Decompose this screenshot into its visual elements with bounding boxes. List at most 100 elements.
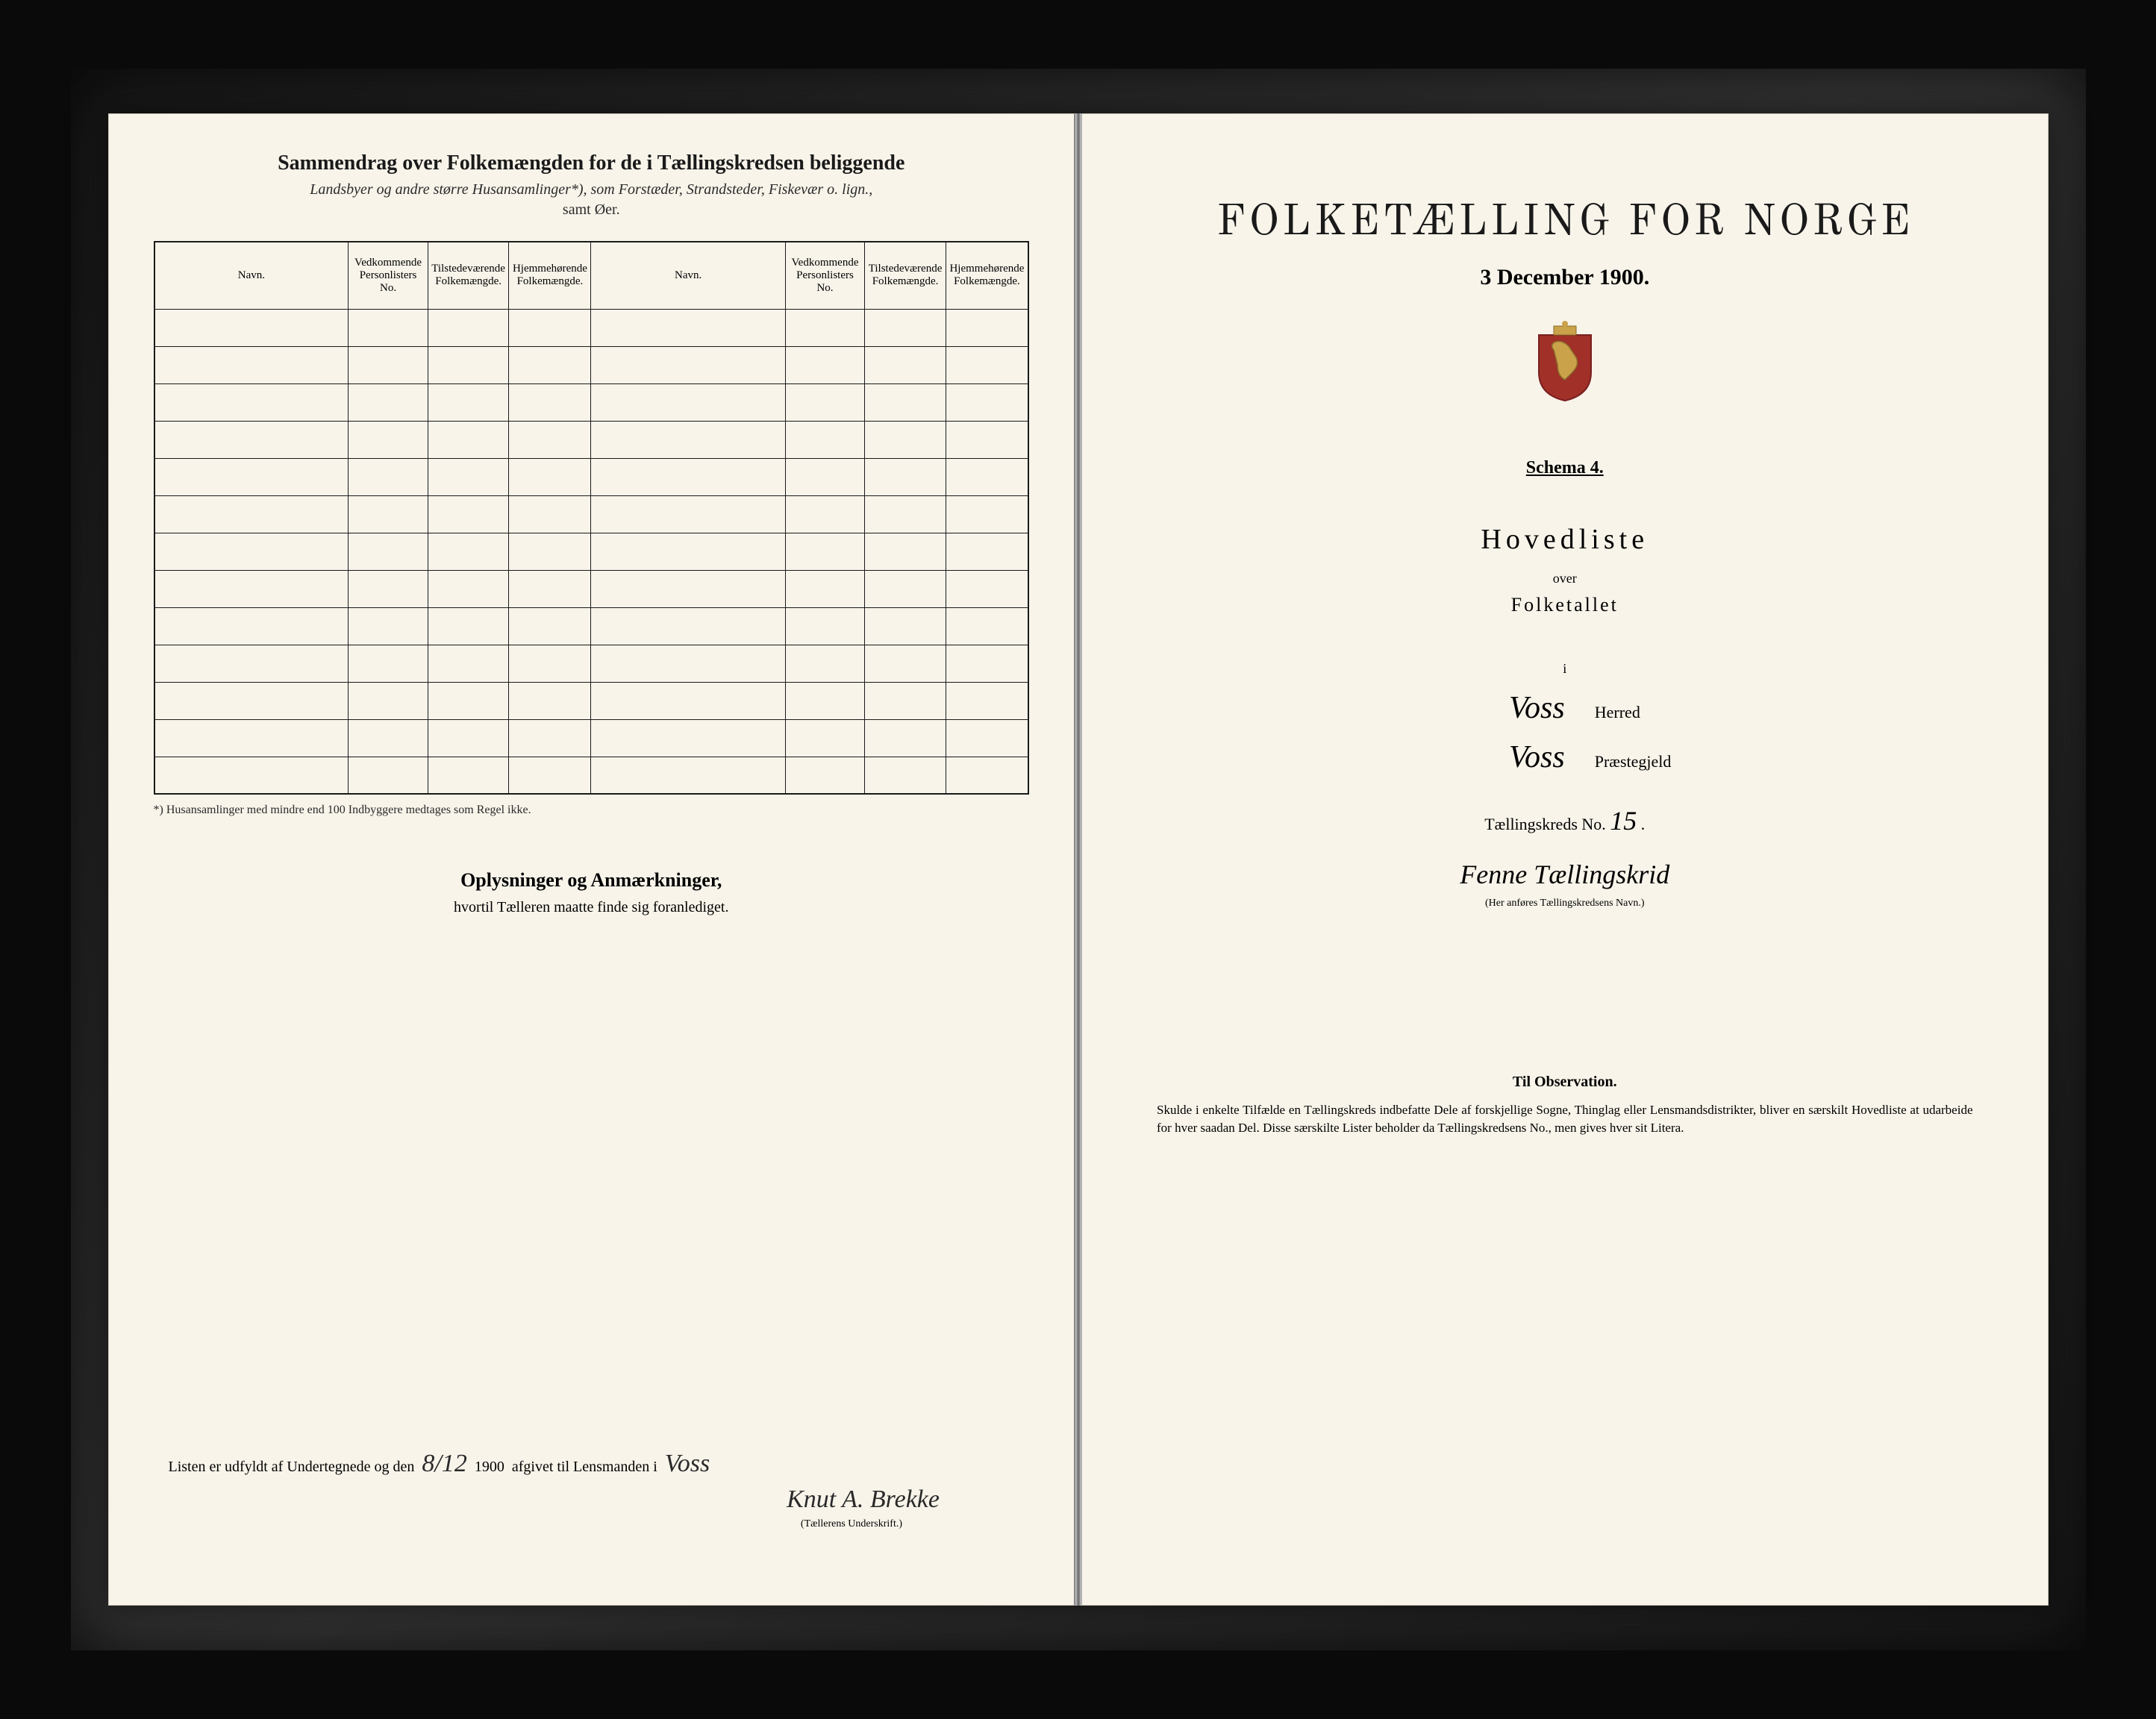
table-cell	[154, 757, 349, 794]
signature-line: Listen er udfyldt af Undertegnede og den…	[169, 1450, 1015, 1478]
book-spine	[1075, 113, 1081, 1606]
table-cell	[946, 682, 1028, 719]
table-cell	[428, 495, 509, 533]
table-cell	[865, 757, 946, 794]
hovedliste: Hovedliste	[1127, 523, 2003, 556]
table-cell	[591, 421, 785, 458]
table-cell	[349, 645, 428, 682]
table-cell	[865, 682, 946, 719]
left-page: Sammendrag over Folkemængden for de i Tæ…	[108, 113, 1076, 1606]
table-cell	[349, 533, 428, 570]
book-spread: Sammendrag over Folkemængden for de i Tæ…	[108, 113, 2049, 1606]
table-cell	[785, 757, 864, 794]
table-cell	[428, 570, 509, 607]
table-cell	[154, 570, 349, 607]
table-cell	[428, 533, 509, 570]
table-cell	[154, 607, 349, 645]
col-tilstede-2: Tilstedeværende Folkemængde.	[865, 242, 946, 309]
table-header-row: Navn. Vedkommende Personlisters No. Tils…	[154, 242, 1029, 309]
left-title: Sammendrag over Folkemængden for de i Tæ…	[154, 151, 1030, 175]
table-cell	[946, 458, 1028, 495]
table-cell	[509, 719, 591, 757]
table-cell	[349, 309, 428, 346]
col-personlister-1: Vedkommende Personlisters No.	[349, 242, 428, 309]
table-cell	[946, 421, 1028, 458]
table-cell	[509, 607, 591, 645]
table-cell	[509, 757, 591, 794]
table-cell	[591, 719, 785, 757]
folketallet: Folketallet	[1127, 594, 2003, 616]
kreds-caption: (Her anføres Tællingskredsens Navn.)	[1127, 898, 2003, 909]
sig-date: 8/12	[422, 1450, 466, 1478]
table-row	[154, 645, 1029, 682]
kreds-name: Fenne Tællingskrid	[1127, 859, 2003, 890]
table-cell	[509, 645, 591, 682]
table-cell	[785, 682, 864, 719]
right-page: FOLKETÆLLING FOR NORGE 3 December 1900. …	[1081, 113, 2049, 1606]
table-cell	[785, 346, 864, 383]
table-cell	[591, 495, 785, 533]
praestegjeld-value: Voss	[1416, 739, 1565, 775]
observation-text: Skulde i enkelte Tilfælde en Tællingskre…	[1127, 1101, 2003, 1137]
table-cell	[428, 346, 509, 383]
table-cell	[428, 607, 509, 645]
herred-value: Voss	[1416, 690, 1565, 726]
table-cell	[154, 458, 349, 495]
table-cell	[946, 757, 1028, 794]
table-cell	[785, 719, 864, 757]
table-cell	[509, 309, 591, 346]
table-cell	[865, 421, 946, 458]
table-cell	[349, 682, 428, 719]
table-cell	[946, 533, 1028, 570]
table-cell	[785, 458, 864, 495]
table-cell	[591, 533, 785, 570]
sig-name: Knut A. Brekke	[787, 1485, 940, 1513]
left-subtitle: Landsbyer og andre større Husansamlinger…	[154, 181, 1030, 198]
kreds-no: 15	[1610, 806, 1637, 836]
table-row	[154, 719, 1029, 757]
table-cell	[349, 346, 428, 383]
table-cell	[785, 383, 864, 421]
table-cell	[154, 533, 349, 570]
col-hjemme-2: Hjemmehørende Folkemængde.	[946, 242, 1028, 309]
table-cell	[509, 570, 591, 607]
table-cell	[946, 346, 1028, 383]
praestegjeld-row: Voss Præstegjeld	[1127, 739, 2003, 775]
table-cell	[865, 570, 946, 607]
table-cell	[591, 645, 785, 682]
table-cell	[591, 309, 785, 346]
left-header: Sammendrag over Folkemængden for de i Tæ…	[154, 151, 1030, 219]
table-row	[154, 421, 1029, 458]
document-frame: Sammendrag over Folkemængden for de i Tæ…	[71, 69, 2086, 1650]
kreds-label: Tællingskreds No.	[1484, 815, 1606, 833]
table-cell	[946, 383, 1028, 421]
table-cell	[349, 757, 428, 794]
table-row	[154, 383, 1029, 421]
table-cell	[865, 458, 946, 495]
right-content: FOLKETÆLLING FOR NORGE 3 December 1900. …	[1127, 151, 2003, 1137]
table-cell	[509, 682, 591, 719]
table-cell	[428, 383, 509, 421]
herred-row: Voss Herred	[1127, 690, 2003, 726]
i-label: i	[1127, 661, 2003, 677]
kreds-row: Tællingskreds No. 15 .	[1127, 805, 2003, 836]
table-cell	[154, 495, 349, 533]
table-cell	[154, 346, 349, 383]
over-label: over	[1127, 571, 2003, 586]
sig-caption: (Tællerens Underskrift.)	[169, 1518, 1015, 1530]
table-cell	[591, 607, 785, 645]
table-cell	[509, 383, 591, 421]
remarks-sub: hvortil Tælleren maatte finde sig foranl…	[154, 899, 1030, 916]
table-cell	[865, 495, 946, 533]
col-navn-2: Navn.	[591, 242, 785, 309]
table-cell	[154, 383, 349, 421]
praestegjeld-label: Præstegjeld	[1595, 752, 1714, 771]
table-row	[154, 607, 1029, 645]
table-cell	[428, 421, 509, 458]
table-cell	[865, 383, 946, 421]
col-navn-1: Navn.	[154, 242, 349, 309]
col-hjemme-1: Hjemmehørende Folkemængde.	[509, 242, 591, 309]
table-cell	[785, 421, 864, 458]
table-cell	[865, 346, 946, 383]
table-cell	[509, 533, 591, 570]
